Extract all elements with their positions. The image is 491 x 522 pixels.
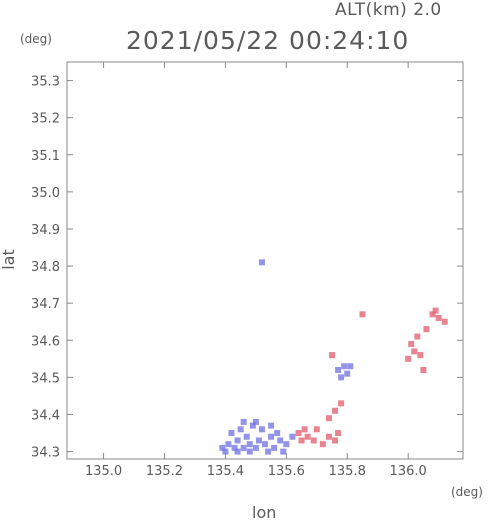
negative-data-point xyxy=(234,437,241,444)
positive-data-point xyxy=(325,415,332,422)
negative-data-point xyxy=(246,448,253,455)
y-tick-label: 35.3 xyxy=(31,75,60,90)
positive-data-point xyxy=(295,430,302,437)
negative-data-point xyxy=(231,444,238,451)
x-tick-label: 135.6 xyxy=(268,464,305,479)
negative-data-point xyxy=(240,418,247,425)
y-tick-label: 34.9 xyxy=(31,223,60,238)
y-tick-label: 34.8 xyxy=(31,260,60,275)
x-tick-label: 136.0 xyxy=(390,464,427,479)
positive-data-point xyxy=(405,355,412,362)
positive-data-point xyxy=(319,441,326,448)
negative-data-point xyxy=(277,437,284,444)
x-tick-label: 135.8 xyxy=(329,464,366,479)
y-tick-label: 35.1 xyxy=(31,149,60,164)
negative-data-point xyxy=(249,422,256,429)
y-tick-label: 34.7 xyxy=(31,297,60,312)
negative-data-point xyxy=(258,426,265,433)
x-tick-label: 135.4 xyxy=(207,464,244,479)
negative-data-point xyxy=(240,444,247,451)
positive-data-point xyxy=(417,352,424,359)
positive-data-point xyxy=(310,437,317,444)
negative-data-point xyxy=(283,441,290,448)
negative-data-point xyxy=(268,433,275,440)
x-tick-label: 135.0 xyxy=(85,464,122,479)
x-tick-label: 135.2 xyxy=(146,464,183,479)
y-tick-label: 34.5 xyxy=(31,371,60,386)
altitude-label: ALT(km) 2.0 xyxy=(335,0,442,20)
x-unit-label: (deg) xyxy=(451,485,483,499)
negative-data-point xyxy=(344,370,351,377)
positive-data-point xyxy=(408,340,415,347)
negative-data-point xyxy=(341,363,348,370)
positive-data-point xyxy=(329,352,336,359)
y-tick-label: 35.2 xyxy=(31,112,60,127)
positive-data-point xyxy=(304,433,311,440)
negative-data-point xyxy=(280,448,287,455)
negative-data-point xyxy=(222,448,229,455)
positive-data-point xyxy=(429,311,436,318)
positive-data-point xyxy=(298,437,305,444)
negative-data-point xyxy=(268,422,275,429)
negative-data-point xyxy=(225,441,232,448)
positive-data-point xyxy=(423,326,430,333)
negative-data-point xyxy=(258,259,265,266)
negative-data-point xyxy=(335,366,342,373)
negative-data-point xyxy=(219,444,226,451)
negative-data-point xyxy=(252,418,259,425)
positive-data-point xyxy=(411,348,418,355)
negative-data-point xyxy=(246,441,253,448)
positive-data-point xyxy=(432,307,439,314)
x-axis-label: lon xyxy=(252,503,277,522)
positive-data-point xyxy=(332,437,339,444)
negative-data-point xyxy=(289,433,296,440)
positive-data-point xyxy=(335,430,342,437)
negative-data-point xyxy=(237,426,244,433)
positive-data-point xyxy=(338,400,345,407)
axis-ticks: 135.0 135.2 135.4 135.6 135.8 136.0 34.3 34.4 34… xyxy=(31,62,463,479)
y-tick-label: 34.3 xyxy=(31,446,60,461)
datetime-title: 2021/05/22 00:24:10 xyxy=(126,26,410,55)
negative-data-point xyxy=(234,448,241,455)
negative-data-point xyxy=(243,433,250,440)
y-tick-label: 35.0 xyxy=(31,186,60,201)
negative-data-point xyxy=(262,441,268,448)
negative-data-point xyxy=(347,363,354,370)
negative-data-point xyxy=(274,430,281,437)
plot-frame xyxy=(66,61,464,460)
negative-data-point xyxy=(338,374,345,381)
negative-data-point xyxy=(252,444,259,451)
negative-data-point xyxy=(265,448,272,455)
negative-data-point xyxy=(228,430,235,437)
positive-data-point xyxy=(313,426,320,433)
positive-data-point xyxy=(332,407,339,414)
positive-data-point xyxy=(414,333,421,340)
y-tick-label: 34.4 xyxy=(31,408,60,423)
data-points xyxy=(219,259,448,455)
positive-data-point xyxy=(441,318,448,325)
y-unit-label: (deg) xyxy=(20,32,52,46)
negative-data-point xyxy=(255,437,262,444)
negative-data-point xyxy=(271,444,278,451)
positive-data-point xyxy=(301,426,308,433)
positive-data-point xyxy=(325,433,332,440)
positive-data-point xyxy=(435,315,442,322)
positive-data-point xyxy=(359,311,366,318)
positive-data-point xyxy=(420,366,427,373)
y-tick-label: 34.6 xyxy=(31,334,60,349)
